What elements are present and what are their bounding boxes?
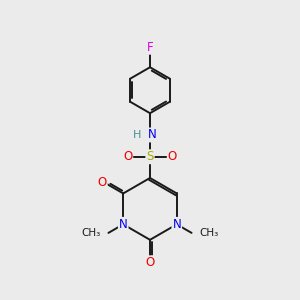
Text: O: O xyxy=(146,256,154,269)
Text: N: N xyxy=(148,128,157,142)
Text: F: F xyxy=(147,41,153,54)
Text: CH₃: CH₃ xyxy=(82,228,101,238)
Text: O: O xyxy=(123,150,132,163)
Text: S: S xyxy=(146,150,154,163)
Text: H: H xyxy=(133,130,141,140)
Text: O: O xyxy=(168,150,177,163)
Text: N: N xyxy=(172,218,181,231)
Text: N: N xyxy=(119,218,128,231)
Text: O: O xyxy=(98,176,107,189)
Text: CH₃: CH₃ xyxy=(199,228,218,238)
